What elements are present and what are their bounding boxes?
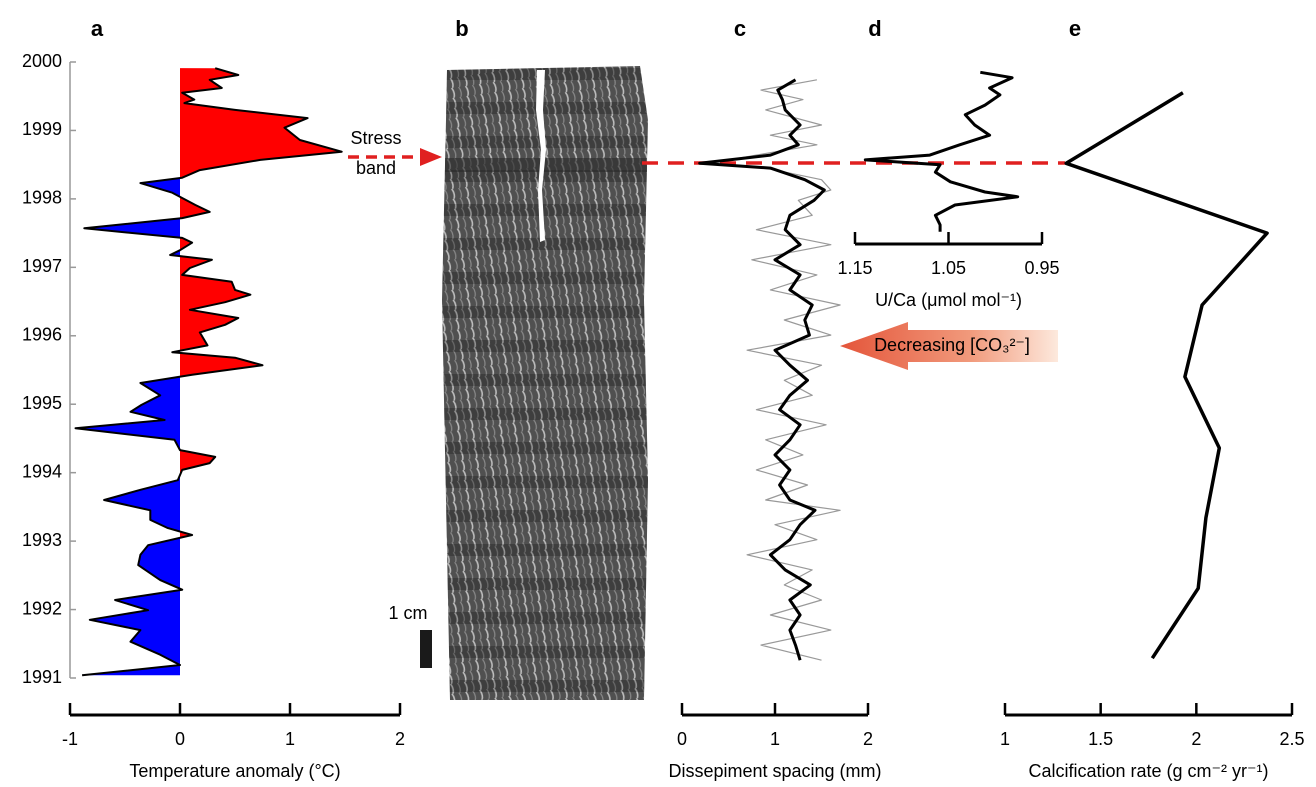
x-tick-label: 2	[863, 729, 873, 749]
area-outline	[74, 67, 343, 677]
data-line	[863, 70, 1020, 232]
scale-label: 1 cm	[388, 603, 427, 623]
y-tick-label: 2000	[22, 51, 62, 71]
panel-label: d	[868, 16, 881, 41]
x-tick-label: 1.05	[931, 258, 966, 278]
y-tick-label: 1998	[22, 188, 62, 208]
area-negative	[75, 68, 180, 676]
y-tick-label: 1999	[22, 119, 62, 139]
x-tick-label: -1	[62, 729, 78, 749]
coral-image	[442, 66, 648, 700]
x-axis-label: Calcification rate (g cm⁻² yr⁻¹)	[1028, 761, 1268, 781]
annotation-text: Stress	[350, 128, 401, 148]
x-tick-label: 1	[1000, 729, 1010, 749]
x-tick-label: 1	[770, 729, 780, 749]
data-line	[1064, 91, 1269, 660]
y-tick-label: 1997	[22, 256, 62, 276]
annotation-text: band	[356, 158, 396, 178]
x-tick-label: 0.95	[1024, 258, 1059, 278]
panel-label: c	[734, 16, 746, 41]
x-tick-label: 0	[677, 729, 687, 749]
y-tick-label: 1995	[22, 393, 62, 413]
y-tick-label: 1996	[22, 325, 62, 345]
stress-band-arrowhead	[420, 148, 442, 166]
x-tick-label: 2	[1191, 729, 1201, 749]
coral-crack	[536, 70, 546, 242]
x-axis-label: Temperature anomaly (°C)	[129, 761, 340, 781]
data-line	[698, 78, 826, 661]
panel-label: e	[1069, 16, 1081, 41]
data-line	[709, 79, 841, 661]
y-tick-label: 1993	[22, 530, 62, 550]
y-tick-label: 1994	[22, 461, 62, 481]
panel-label: b	[455, 16, 468, 41]
arrow-label: Decreasing [CO₃²⁻]	[874, 335, 1030, 355]
scale-bar	[420, 630, 432, 668]
x-tick-label: 1.15	[837, 258, 872, 278]
panel-label: a	[91, 16, 104, 41]
y-tick-label: 1991	[22, 667, 62, 687]
x-tick-label: 2.5	[1279, 729, 1304, 749]
x-tick-label: 1.5	[1088, 729, 1113, 749]
y-tick-label: 1992	[22, 598, 62, 618]
trend-arrow	[840, 322, 1058, 370]
coral-growth-bands	[442, 66, 648, 700]
x-tick-label: 2	[395, 729, 405, 749]
x-axis-label: Dissepiment spacing (mm)	[668, 761, 881, 781]
x-axis-label: U/Ca (μmol mol⁻¹)	[875, 290, 1022, 310]
x-tick-label: 1	[285, 729, 295, 749]
coral-stress-band	[445, 158, 647, 172]
x-tick-label: 0	[175, 729, 185, 749]
